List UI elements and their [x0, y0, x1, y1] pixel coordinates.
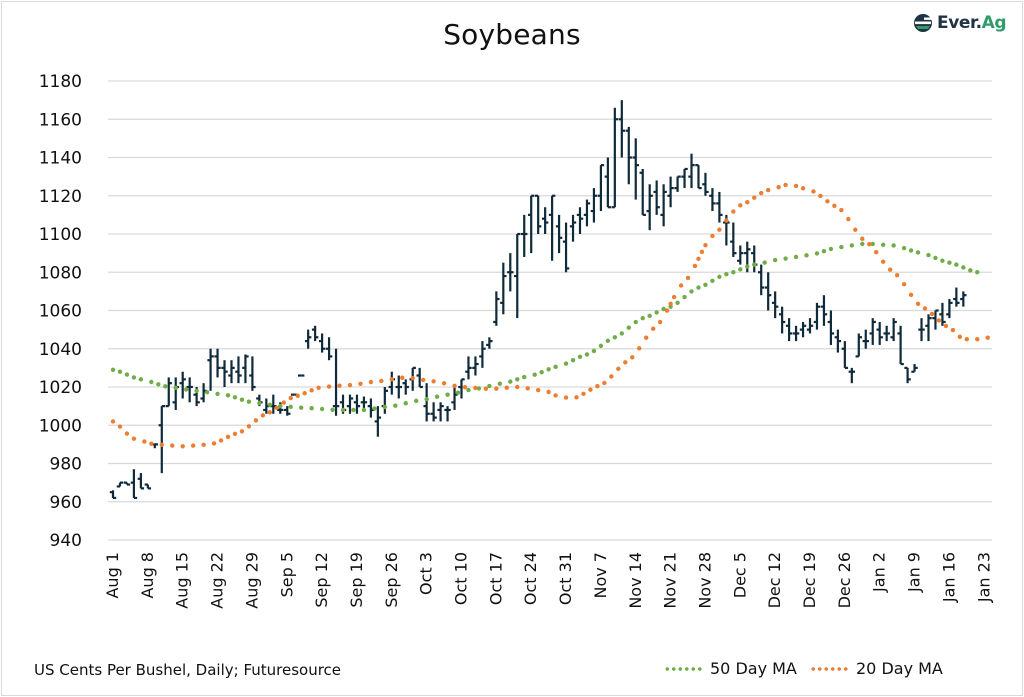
legend-swatch-20 [810, 666, 850, 671]
logo-text: Ever.Ag [937, 13, 1007, 33]
legend-item-50-day-ma: 50 Day MA [664, 659, 797, 678]
x-tick-label: Dec 19 [800, 552, 819, 608]
x-tick-label: Dec 26 [835, 552, 854, 608]
ma-50-line [110, 241, 980, 413]
ever-ag-logo: Ever.Ag [912, 11, 1007, 35]
y-tick-label: 1080 [39, 263, 82, 283]
y-tick-label: 1000 [39, 416, 82, 436]
x-tick-label: Aug 8 [138, 552, 157, 599]
y-tick-label: 1020 [39, 378, 82, 398]
chart-title: Soybeans [443, 18, 581, 51]
x-tick-label: Oct 10 [452, 552, 471, 605]
x-tick-label: Sep 26 [382, 552, 401, 608]
y-tick-label: 1100 [39, 225, 82, 245]
x-tick-label: Dec 12 [765, 552, 784, 608]
y-tick-label: 1140 [39, 149, 82, 169]
ma-20-line [110, 182, 990, 449]
x-tick-label: Dec 5 [730, 552, 749, 598]
x-axis-labels: Aug 1 Aug 8 Aug 15 Aug 22 Aug 29 Sep 5 Sep 12 S… [103, 552, 993, 609]
ohlc-bars [109, 100, 967, 500]
x-tick-label: Nov 28 [695, 552, 714, 609]
ever-ag-logo-icon [914, 14, 932, 32]
x-tick-label: Oct 17 [486, 552, 505, 605]
y-tick-label: 1040 [39, 340, 82, 360]
legend-label-50: 50 Day MA [710, 659, 797, 678]
x-tick-label: Aug 29 [242, 552, 261, 609]
y-tick-label: 960 [50, 493, 82, 513]
legend-label-20: 20 Day MA [856, 659, 943, 678]
x-tick-label: Sep 5 [277, 552, 296, 597]
y-tick-label: 1120 [39, 187, 82, 207]
gridlines [108, 80, 992, 541]
source-note: US Cents Per Bushel, Daily; Futuresource [34, 661, 342, 679]
x-tick-label: Aug 22 [208, 552, 227, 609]
y-tick-label: 1160 [39, 110, 82, 130]
x-tick-label: Jan 16 [939, 552, 958, 603]
y-tick-label: 1180 [39, 72, 82, 92]
x-tick-label: Sep 19 [347, 552, 366, 608]
x-tick-label: Nov 21 [661, 552, 680, 609]
x-tick-label: Nov 7 [591, 552, 610, 599]
y-tick-label: 1060 [39, 302, 82, 322]
x-tick-label: Jan 2 [870, 552, 889, 593]
legend-item-20-day-ma: 20 Day MA [810, 659, 943, 678]
y-axis-labels: 940 960 980 1000 1020 1040 1060 1080 1100 1120 114… [39, 72, 82, 551]
x-tick-label: Oct 31 [556, 552, 575, 605]
x-tick-label: Aug 15 [173, 552, 192, 609]
x-tick-label: Oct 3 [417, 552, 436, 595]
x-tick-label: Aug 1 [103, 552, 122, 599]
y-tick-label: 980 [50, 455, 82, 475]
x-tick-label: Jan 9 [905, 552, 924, 593]
x-tick-label: Nov 14 [626, 552, 645, 609]
y-tick-label: 940 [50, 531, 82, 551]
x-tick-label: Oct 24 [521, 552, 540, 605]
x-tick-label: Jan 23 [974, 552, 993, 603]
x-tick-label: Sep 12 [312, 552, 331, 608]
legend-swatch-50 [664, 666, 704, 671]
